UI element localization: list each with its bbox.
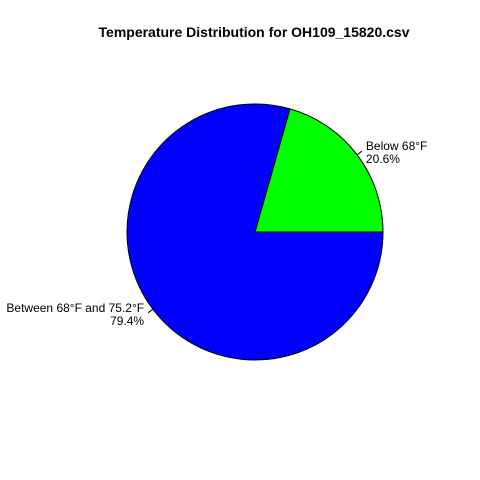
pie-slice-label-1: Between 68°F and 75.2°F 79.4%: [6, 301, 144, 328]
pie-slice-percent-1: 79.4%: [110, 314, 144, 328]
pie-slice-percent-0: 20.6%: [366, 152, 400, 166]
pie-slice-name-0: Below 68°F: [366, 139, 428, 153]
chart-title: Temperature Distribution for OH109_15820…: [99, 24, 410, 40]
pie-slice-tick-0: [356, 150, 363, 156]
pie-slice-tick-1: [147, 308, 154, 314]
pie-slice-label-0: Below 68°F 20.6%: [366, 139, 428, 166]
pie-slice-labels: Below 68°F 20.6% Between 68°F and 75.2°F 79…: [6, 139, 427, 328]
pie-slice-name-1: Between 68°F and 75.2°F: [6, 301, 144, 315]
pie-slices: [126, 103, 384, 361]
